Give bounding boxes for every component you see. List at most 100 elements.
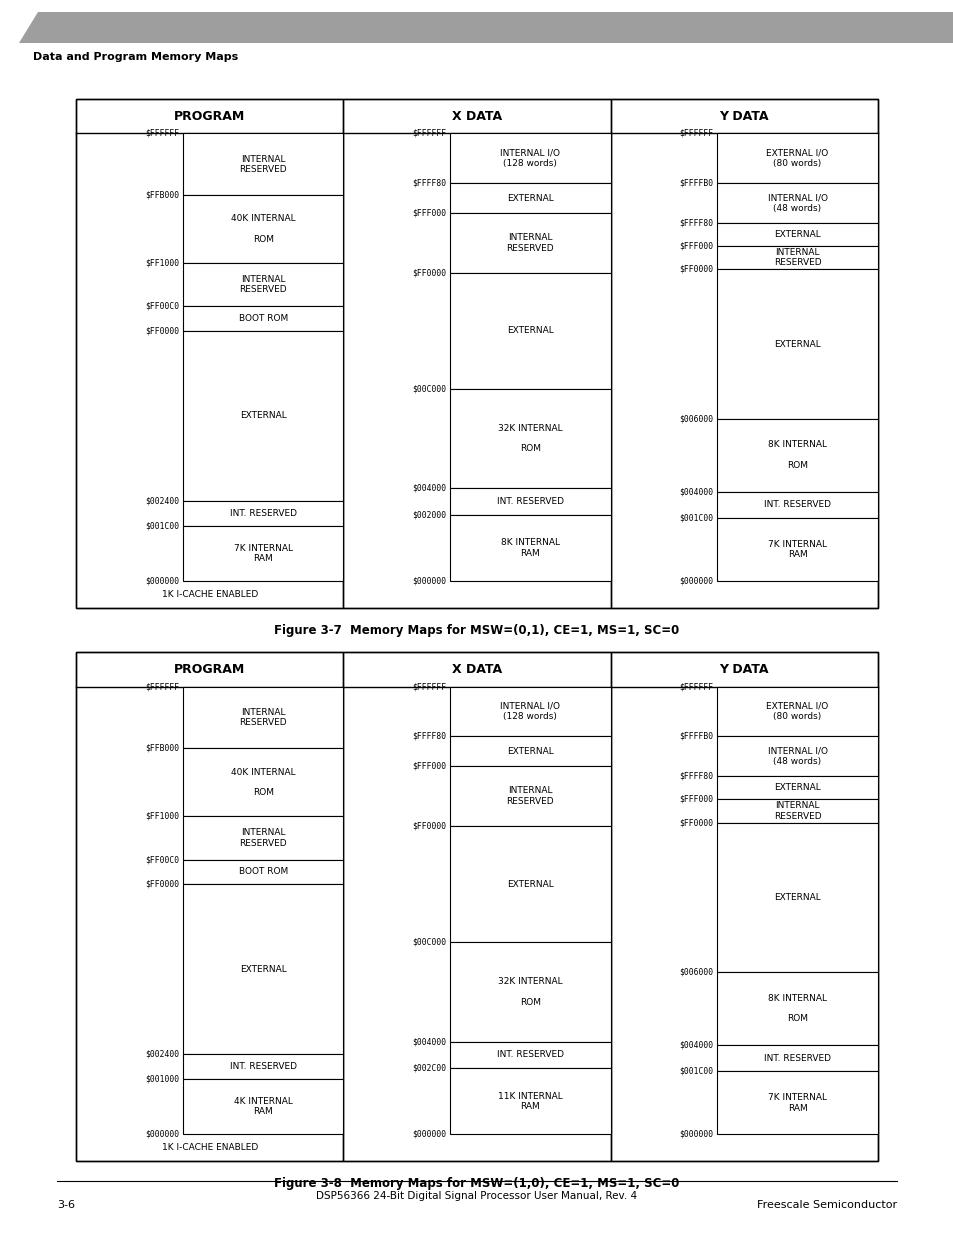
Text: $FFF000: $FFF000: [679, 795, 713, 804]
Text: $001C00: $001C00: [145, 521, 179, 530]
Text: $FF1000: $FF1000: [145, 258, 179, 268]
Text: $FF0000: $FF0000: [679, 818, 713, 827]
Text: INTERNAL I/O
(128 words): INTERNAL I/O (128 words): [500, 148, 559, 168]
Text: 40K INTERNAL

ROM: 40K INTERNAL ROM: [231, 767, 295, 798]
Text: $000000: $000000: [145, 1130, 179, 1139]
Text: $FFFF80: $FFFF80: [679, 772, 713, 781]
Text: Data and Program Memory Maps: Data and Program Memory Maps: [33, 52, 238, 62]
Text: $000000: $000000: [412, 1130, 446, 1139]
Text: $FF0000: $FF0000: [412, 821, 446, 830]
Text: $FFFFB0: $FFFFB0: [679, 179, 713, 188]
Text: $001000: $001000: [145, 1074, 179, 1083]
Text: INTERNAL
RESERVED: INTERNAL RESERVED: [239, 154, 287, 174]
Text: $FFFFB0: $FFFFB0: [679, 732, 713, 741]
Text: $FFB000: $FFB000: [145, 190, 179, 200]
Text: EXTERNAL: EXTERNAL: [506, 194, 554, 203]
Text: EXTERNAL: EXTERNAL: [773, 893, 821, 902]
Text: $002400: $002400: [145, 1050, 179, 1058]
Text: $002000: $002000: [412, 510, 446, 520]
Text: EXTERNAL: EXTERNAL: [506, 326, 554, 335]
Text: $FF0000: $FF0000: [679, 264, 713, 274]
Text: $FF00C0: $FF00C0: [145, 301, 179, 311]
Text: $FFFFFF: $FFFFFF: [412, 128, 446, 138]
Text: Y DATA: Y DATA: [719, 110, 768, 122]
Text: $FF0000: $FF0000: [145, 326, 179, 336]
Text: $FF0000: $FF0000: [412, 268, 446, 277]
Text: $002C00: $002C00: [412, 1063, 446, 1073]
Text: $000000: $000000: [145, 577, 179, 585]
Text: BOOT ROM: BOOT ROM: [238, 867, 288, 877]
Text: 4K INTERNAL
RAM: 4K INTERNAL RAM: [233, 1097, 293, 1116]
Text: $FFFFFF: $FFFFFF: [145, 682, 179, 692]
Text: PROGRAM: PROGRAM: [174, 663, 245, 676]
Text: 8K INTERNAL

ROM: 8K INTERNAL ROM: [767, 993, 826, 1024]
Text: 40K INTERNAL

ROM: 40K INTERNAL ROM: [231, 214, 295, 245]
Text: $000000: $000000: [412, 577, 446, 585]
Text: 8K INTERNAL

ROM: 8K INTERNAL ROM: [767, 440, 826, 471]
Text: 7K INTERNAL
RAM: 7K INTERNAL RAM: [767, 1093, 826, 1113]
Text: BOOT ROM: BOOT ROM: [238, 314, 288, 324]
Text: Figure 3-7  Memory Maps for MSW=(0,1), CE=1, MS=1, SC=0: Figure 3-7 Memory Maps for MSW=(0,1), CE…: [274, 624, 679, 637]
Text: EXTERNAL I/O
(80 words): EXTERNAL I/O (80 words): [765, 148, 828, 168]
Text: EXTERNAL: EXTERNAL: [773, 230, 821, 240]
Text: $FFFFFF: $FFFFFF: [412, 682, 446, 692]
Text: INT. RESERVED: INT. RESERVED: [497, 496, 563, 506]
Text: $000000: $000000: [679, 577, 713, 585]
Text: DSP56366 24-Bit Digital Signal Processor User Manual, Rev. 4: DSP56366 24-Bit Digital Signal Processor…: [316, 1191, 637, 1200]
Text: EXTERNAL I/O
(80 words): EXTERNAL I/O (80 words): [765, 701, 828, 721]
Text: Freescale Semiconductor: Freescale Semiconductor: [756, 1200, 896, 1210]
Text: $FFB000: $FFB000: [145, 743, 179, 753]
Text: $004000: $004000: [679, 1040, 713, 1050]
Text: $FFF000: $FFF000: [412, 209, 446, 217]
Text: $FFF000: $FFF000: [412, 762, 446, 771]
Text: 32K INTERNAL

ROM: 32K INTERNAL ROM: [497, 977, 562, 1007]
Text: 3-6: 3-6: [57, 1200, 75, 1210]
Text: 8K INTERNAL
RAM: 8K INTERNAL RAM: [500, 538, 559, 558]
Text: INT. RESERVED: INT. RESERVED: [230, 1062, 296, 1071]
Text: Figure 3-8  Memory Maps for MSW=(1,0), CE=1, MS=1, SC=0: Figure 3-8 Memory Maps for MSW=(1,0), CE…: [274, 1177, 679, 1191]
Text: INTERNAL
RESERVED: INTERNAL RESERVED: [506, 787, 554, 805]
Text: INT. RESERVED: INT. RESERVED: [763, 500, 830, 509]
Text: $00C000: $00C000: [412, 384, 446, 393]
Text: INTERNAL
RESERVED: INTERNAL RESERVED: [506, 233, 554, 252]
Text: PROGRAM: PROGRAM: [174, 110, 245, 122]
Text: EXTERNAL: EXTERNAL: [506, 879, 554, 888]
Text: $FFFF80: $FFFF80: [412, 732, 446, 741]
Text: INTERNAL
RESERVED: INTERNAL RESERVED: [773, 248, 821, 268]
Text: $001C00: $001C00: [679, 1067, 713, 1076]
Text: $004000: $004000: [679, 487, 713, 496]
Text: $FFF000: $FFF000: [679, 242, 713, 251]
Text: EXTERNAL: EXTERNAL: [506, 747, 554, 756]
Text: $002400: $002400: [145, 496, 179, 505]
Text: $004000: $004000: [412, 1037, 446, 1046]
Text: $00C000: $00C000: [412, 937, 446, 946]
Text: INT. RESERVED: INT. RESERVED: [230, 509, 296, 517]
Text: X DATA: X DATA: [452, 110, 501, 122]
Text: $FF00C0: $FF00C0: [145, 855, 179, 864]
Text: EXTERNAL: EXTERNAL: [773, 340, 821, 348]
Text: Y DATA: Y DATA: [719, 663, 768, 676]
Text: INTERNAL I/O
(48 words): INTERNAL I/O (48 words): [767, 747, 826, 766]
Text: EXTERNAL: EXTERNAL: [239, 411, 287, 420]
Text: INT. RESERVED: INT. RESERVED: [497, 1050, 563, 1060]
Text: $FF1000: $FF1000: [145, 811, 179, 821]
Text: INTERNAL
RESERVED: INTERNAL RESERVED: [773, 802, 821, 821]
Text: INTERNAL
RESERVED: INTERNAL RESERVED: [239, 708, 287, 727]
Text: $FFFFFF: $FFFFFF: [679, 682, 713, 692]
Text: INTERNAL
RESERVED: INTERNAL RESERVED: [239, 275, 287, 294]
Polygon shape: [19, 12, 953, 43]
Text: 11K INTERNAL
RAM: 11K INTERNAL RAM: [497, 1092, 562, 1112]
Text: EXTERNAL: EXTERNAL: [773, 783, 821, 793]
Text: EXTERNAL: EXTERNAL: [239, 965, 287, 973]
Text: INT. RESERVED: INT. RESERVED: [763, 1053, 830, 1062]
Text: X DATA: X DATA: [452, 663, 501, 676]
Text: $004000: $004000: [412, 484, 446, 493]
Text: $FF0000: $FF0000: [145, 879, 179, 889]
Text: INTERNAL I/O
(128 words): INTERNAL I/O (128 words): [500, 701, 559, 721]
Text: $FFFF80: $FFFF80: [412, 179, 446, 188]
Text: INTERNAL I/O
(48 words): INTERNAL I/O (48 words): [767, 194, 826, 212]
Text: $001C00: $001C00: [679, 514, 713, 522]
Text: 7K INTERNAL
RAM: 7K INTERNAL RAM: [233, 543, 293, 563]
Text: 1K I-CACHE ENABLED: 1K I-CACHE ENABLED: [162, 590, 257, 599]
Text: $FFFFFF: $FFFFFF: [145, 128, 179, 138]
